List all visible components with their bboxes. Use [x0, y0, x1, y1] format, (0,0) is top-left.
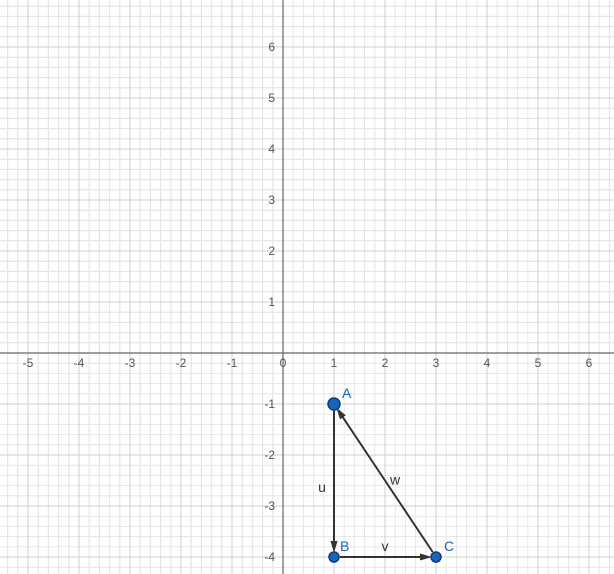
point-B	[329, 552, 339, 562]
y-tick-label: 6	[268, 40, 275, 54]
y-tick-label: -3	[264, 499, 275, 513]
vector-label-v: v	[382, 538, 389, 554]
y-tick-label: -2	[264, 448, 275, 462]
point-label-C: C	[444, 538, 454, 554]
x-tick-label: 1	[331, 356, 338, 370]
x-tick-label: -3	[125, 356, 136, 370]
y-tick-label: 2	[268, 244, 275, 258]
point-label-A: A	[342, 385, 352, 401]
y-tick-label: -1	[264, 397, 275, 411]
vector-label-w: w	[389, 472, 401, 488]
plot-bg	[0, 0, 614, 574]
vector-label-u: u	[318, 479, 326, 495]
y-tick-label: 5	[268, 91, 275, 105]
x-tick-label: 2	[382, 356, 389, 370]
x-tick-label: -4	[74, 356, 85, 370]
x-tick-label: 3	[433, 356, 440, 370]
x-tick-label: 4	[484, 356, 491, 370]
x-tick-label: -1	[227, 356, 238, 370]
x-tick-label: 6	[586, 356, 593, 370]
y-tick-label: 3	[268, 193, 275, 207]
point-label-B: B	[340, 538, 349, 554]
x-tick-label: -2	[176, 356, 187, 370]
x-tick-label: 0	[280, 356, 287, 370]
y-tick-label: 1	[268, 295, 275, 309]
y-tick-label: 4	[268, 142, 275, 156]
coordinate-plot: -5 -4 -3 -2 -1 0 1 2 3 4 5 6 -4 -3 -2 -1 1 2 3 4 5 6 7 u v w A B C	[0, 0, 614, 574]
y-tick-label: -4	[264, 550, 275, 564]
x-tick-label: -5	[23, 356, 34, 370]
point-A	[328, 398, 340, 410]
x-tick-label: 5	[535, 356, 542, 370]
y-tick-label: 7	[268, 0, 275, 3]
point-C	[431, 552, 441, 562]
